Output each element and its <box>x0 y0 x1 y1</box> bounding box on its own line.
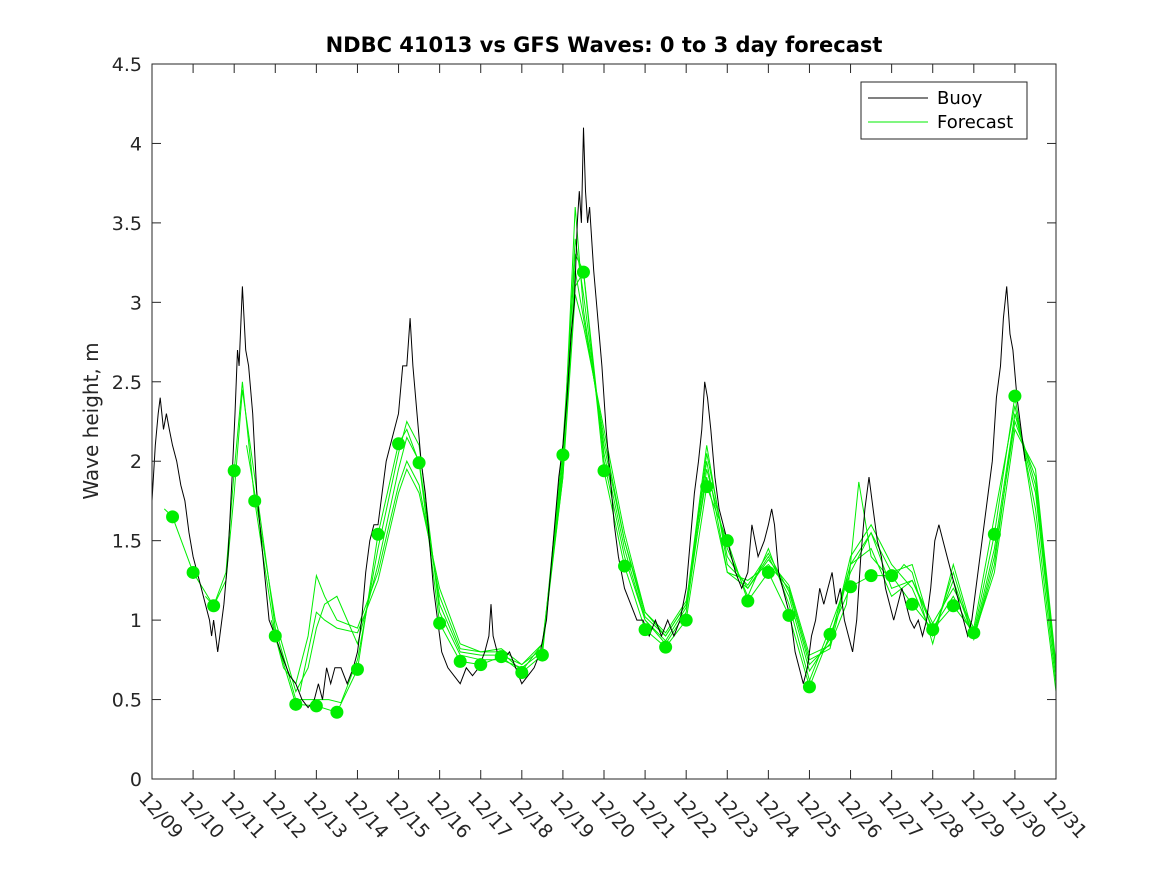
forecast-marker <box>987 527 1001 541</box>
forecast-marker <box>741 594 755 608</box>
forecast-marker <box>926 623 940 637</box>
y-tick-label: 2 <box>130 451 142 473</box>
y-tick-label: 0 <box>130 769 142 791</box>
forecast-marker <box>494 650 508 664</box>
buoy-series <box>151 127 1026 709</box>
forecast-marker <box>946 599 960 613</box>
y-tick-label: 4.5 <box>112 54 142 76</box>
y-tick-label: 3.5 <box>112 213 142 235</box>
forecast-marker <box>227 464 241 478</box>
y-tick-label: 1.5 <box>112 531 142 553</box>
y-tick-label: 4 <box>130 133 142 155</box>
forecast-marker <box>967 626 981 640</box>
forecast-marker <box>761 565 775 579</box>
forecast-marker <box>864 569 878 583</box>
y-tick-label: 3 <box>130 292 142 314</box>
forecast-run-line <box>270 206 1057 685</box>
forecast-marker <box>412 456 426 470</box>
y-tick-label: 1 <box>130 610 142 632</box>
forecast-marker <box>885 569 899 583</box>
forecast-marker <box>371 527 385 541</box>
forecast-markers <box>166 265 1022 719</box>
legend: Buoy Forecast <box>860 81 1028 140</box>
legend-box <box>860 81 1028 140</box>
forecast-marker <box>659 640 673 654</box>
forecast-marker <box>556 448 570 462</box>
forecast-marker <box>268 629 282 643</box>
forecast-marker <box>392 437 406 451</box>
forecast-marker <box>248 494 262 508</box>
forecast-marker <box>1008 389 1022 403</box>
forecast-marker <box>515 666 529 680</box>
forecast-marker <box>700 480 714 494</box>
forecast-marker <box>823 627 837 641</box>
forecast-marker <box>207 599 221 613</box>
forecast-marker <box>638 623 652 637</box>
y-axis-label: Wave height, m <box>79 342 103 499</box>
forecast-marker <box>618 559 632 573</box>
legend-forecast-label: Forecast <box>937 112 1013 133</box>
forecast-run-line <box>299 270 1057 692</box>
legend-buoy-label: Buoy <box>937 88 983 109</box>
forecast-marker <box>330 705 344 719</box>
forecast-marker <box>905 597 919 611</box>
forecast-marker <box>679 613 693 627</box>
forecast-marker <box>186 565 200 579</box>
y-tick-label: 0.5 <box>112 690 142 712</box>
forecast-marker <box>535 648 549 662</box>
buoy-line <box>151 127 1026 709</box>
forecast-marker <box>720 534 734 548</box>
forecast-marker <box>576 265 590 279</box>
forecast-marker <box>474 658 488 672</box>
forecast-marker <box>350 662 364 676</box>
forecast-marker <box>289 697 303 711</box>
forecast-marker <box>309 699 323 713</box>
forecast-marker <box>802 680 816 694</box>
forecast-marker <box>782 608 796 622</box>
forecast-marker <box>453 654 467 668</box>
forecast-marker <box>844 580 858 594</box>
chart-title: NDBC 41013 vs GFS Waves: 0 to 3 day fore… <box>326 33 883 57</box>
forecast-marker <box>597 464 611 478</box>
forecast-marker <box>166 510 180 524</box>
forecast-marker <box>433 616 447 630</box>
forecast-run-line <box>246 238 1057 693</box>
y-tick-label: 2.5 <box>112 372 142 394</box>
